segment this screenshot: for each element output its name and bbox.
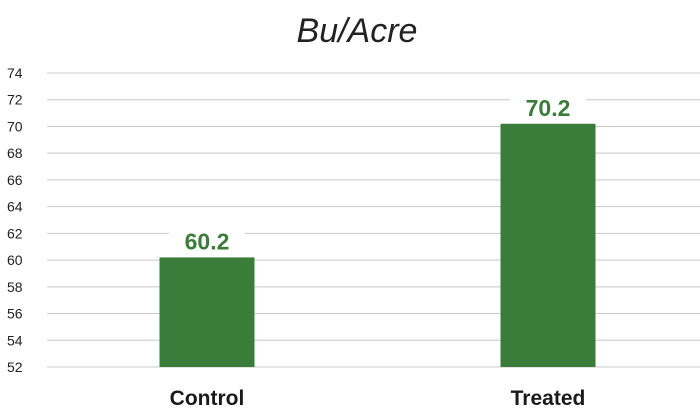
chart-title: Bu/Acre [297,12,418,50]
gridlines [47,72,700,368]
y-axis-ticks: 52 54 56 58 60 62 64 66 68 70 72 74 [7,65,23,375]
y-tick-label: 68 [7,145,23,161]
y-tick-label: 70 [7,118,23,134]
y-tick-label: 74 [7,65,23,81]
data-labels: 60.2 70.2 [169,93,586,254]
data-label-backdrop [510,93,586,120]
bar-treated [500,123,596,367]
y-tick-label: 58 [7,279,23,295]
x-axis-categories: Control Treated [170,387,586,410]
category-label-control: Control [170,387,245,410]
data-label-control: 60.2 [185,228,230,254]
data-label-backdrop [169,227,245,254]
category-label-treated: Treated [511,387,586,410]
y-tick-label: 56 [7,306,23,322]
bar-control [159,257,255,367]
data-label-treated: 70.2 [526,95,571,121]
y-tick-label: 64 [7,199,23,215]
y-tick-label: 60 [7,252,23,268]
y-tick-label: 62 [7,225,23,241]
y-tick-label: 52 [7,359,23,375]
y-tick-label: 72 [7,92,23,108]
y-tick-label: 66 [7,172,23,188]
bars [159,123,596,367]
y-tick-label: 54 [7,332,23,348]
